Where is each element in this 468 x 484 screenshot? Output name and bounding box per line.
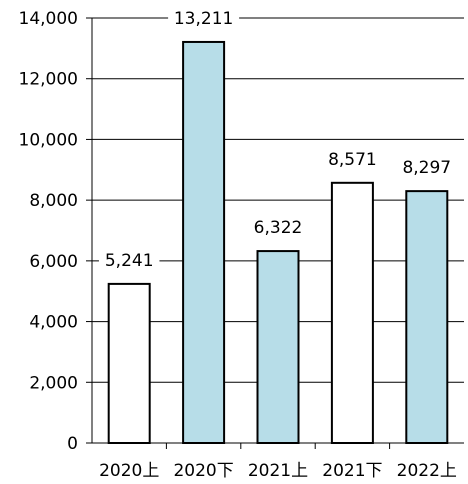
y-tick-label: 6,000	[29, 252, 78, 272]
x-category-label: 2021上	[248, 461, 308, 481]
y-tick-label: 12,000	[19, 70, 78, 90]
bar	[256, 250, 300, 444]
x-category-labels: 2020上 2020下 2021上 2021下 2022上	[99, 461, 457, 481]
data-label: 5,241	[105, 251, 154, 271]
data-label: 8,571	[328, 150, 377, 170]
bar	[107, 282, 151, 445]
y-tick-label: 10,000	[19, 130, 78, 150]
y-tick-label: 14,000	[19, 9, 78, 29]
data-label-bg	[168, 7, 240, 30]
data-label: 8,297	[402, 158, 451, 178]
y-tick-label: 8,000	[29, 191, 78, 211]
y-tick-labels: 0 2,000 4,000 6,000 8,000 10,000 12,000 14,000	[19, 9, 78, 454]
data-label-bg	[396, 157, 458, 180]
x-category-label: 2021下	[322, 461, 382, 481]
x-category-label: 2020下	[173, 461, 233, 481]
axes	[86, 17, 464, 449]
data-labels: 5,241 13,211 6,322 8,571 8,297	[98, 7, 458, 272]
data-label-bg	[98, 249, 160, 272]
data-label-bg	[322, 148, 383, 171]
y-tick-label: 0	[67, 434, 78, 454]
bar	[182, 40, 226, 445]
y-tick-label: 2,000	[29, 373, 78, 393]
data-label: 13,211	[174, 9, 233, 29]
bar	[330, 181, 374, 444]
x-category-label: 2020上	[99, 461, 159, 481]
data-label: 6,322	[254, 218, 303, 238]
bars	[107, 40, 449, 445]
data-label-bg	[247, 217, 309, 240]
x-category-label: 2022上	[397, 461, 457, 481]
bar	[405, 190, 449, 444]
y-tick-label: 4,000	[29, 313, 78, 333]
